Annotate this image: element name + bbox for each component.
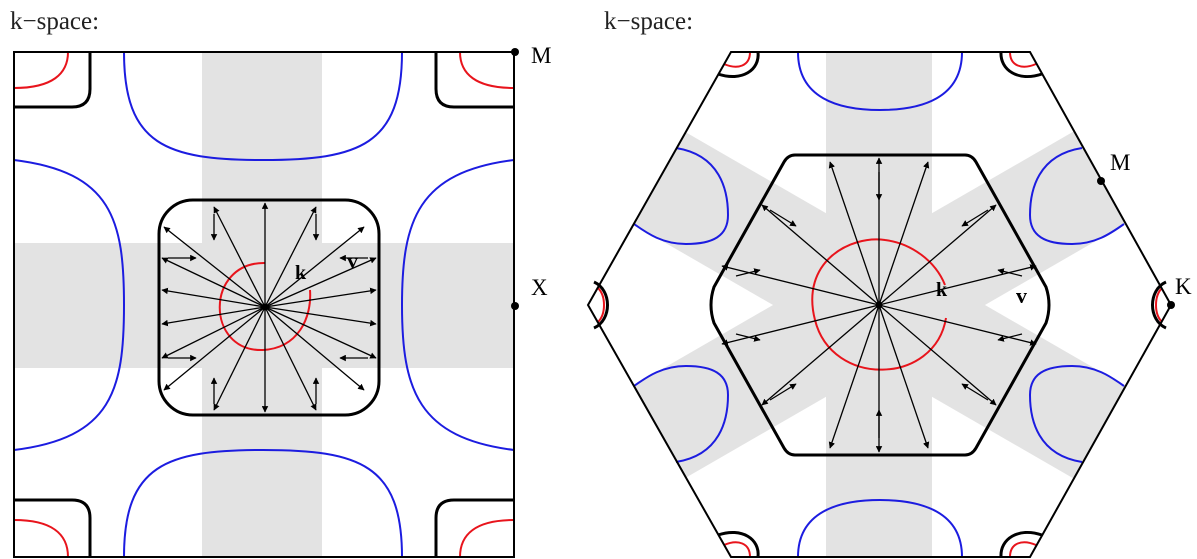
hexagonal-brillouin-zone-diagram: k v M K (586, 51, 1192, 558)
hexagon-k-vector-label: k (936, 279, 948, 301)
square-m-point (511, 48, 519, 56)
hexagon-k-point (1167, 301, 1175, 309)
hexagon-center-point (875, 301, 883, 309)
square-v-vector-label: v (347, 248, 358, 273)
hexagon-k-label: K (1175, 274, 1192, 299)
square-k-vector-label: k (295, 262, 307, 284)
square-brillouin-zone-diagram: k v M X (13, 43, 551, 558)
square-blue-contours (13, 51, 515, 558)
hexagon-black-corner-contours (593, 51, 1167, 558)
square-red-k-contour (218, 261, 312, 352)
square-fermi-surface (157, 198, 381, 417)
hexagon-red-k-contour (811, 238, 947, 371)
hexagon-fermi-surface (709, 153, 1051, 457)
hexagon-v-vector-label: v (1016, 283, 1027, 308)
square-center-point (261, 303, 269, 311)
hexagon-red-corner-contours (597, 51, 1163, 558)
hexagon-blue-contours (633, 51, 1125, 558)
square-velocity-vectors (168, 214, 368, 404)
square-x-label: X (531, 275, 548, 300)
square-m-label: M (531, 43, 551, 68)
hexagon-panel-title: k−space: (604, 8, 694, 35)
square-k-vectors (161, 202, 377, 413)
square-red-corner-contours (13, 51, 515, 558)
hexagon-m-label: M (1110, 150, 1130, 175)
square-x-point (511, 302, 519, 310)
hexagon-velocity-vectors (735, 172, 1023, 438)
square-black-corner-contours (14, 52, 514, 557)
square-panel-title: k−space: (10, 8, 100, 35)
hexagon-m-point (1097, 177, 1105, 185)
hexagon-zone-boundary (586, 51, 1173, 558)
